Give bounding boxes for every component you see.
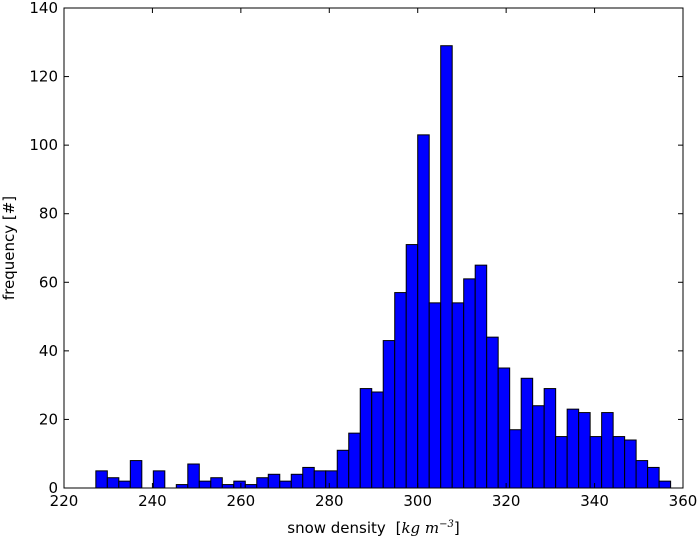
y-tick-label: 80	[39, 205, 58, 223]
histogram-bar	[313, 470, 327, 489]
histogram-bar	[129, 460, 143, 489]
histogram-bar	[555, 436, 568, 489]
histogram-bar	[95, 470, 108, 489]
histogram-bar	[566, 408, 580, 489]
histogram-bar	[486, 336, 499, 489]
histogram-bar	[279, 480, 292, 489]
histogram-bar	[647, 466, 660, 489]
x-tick-label: 360	[669, 492, 697, 510]
histogram-bar	[405, 244, 419, 489]
histogram-bar	[233, 480, 246, 489]
plot-frame	[63, 7, 684, 489]
histogram-bar	[371, 391, 384, 489]
histogram-bar	[589, 436, 603, 489]
histogram-bar	[658, 480, 672, 489]
histogram-bar	[428, 302, 442, 489]
y-tick-label: 60	[39, 273, 58, 291]
x-tick-labels: 220 240 260 280 300 320 340 360	[50, 492, 697, 510]
histogram-bar	[302, 466, 315, 489]
x-tick-label: 340	[580, 492, 609, 510]
histogram-bar	[382, 340, 396, 489]
histogram-bar	[187, 463, 200, 489]
histogram-bar	[440, 45, 453, 489]
histogram-bar	[624, 439, 637, 489]
x-tick-label: 240	[138, 492, 167, 510]
histogram-bar	[417, 134, 430, 489]
histogram-bar	[152, 470, 166, 489]
histogram-bar	[198, 480, 212, 489]
histogram-bar	[532, 405, 545, 489]
histogram-bar	[210, 477, 223, 489]
histogram-bar	[175, 484, 189, 489]
x-axis-label: snow density [kg m−3]	[287, 519, 459, 537]
y-tick-label: 0	[48, 479, 58, 497]
histogram-bar	[336, 449, 350, 489]
histogram-bar	[451, 302, 465, 489]
histogram-bar	[394, 292, 407, 489]
axis-ticks	[63, 7, 684, 489]
histogram-bar	[601, 412, 614, 489]
histogram-bar	[520, 377, 534, 489]
y-tick-labels: 0 20 40 60 80 100 120 140	[29, 0, 58, 497]
histogram-bar	[635, 460, 649, 489]
x-tick-label: 320	[492, 492, 521, 510]
histogram-bar	[497, 367, 511, 489]
y-axis-label: frequency [#]	[0, 196, 18, 300]
histogram-bar	[463, 278, 476, 489]
histogram-bar	[612, 436, 626, 489]
histogram-bar	[221, 484, 235, 489]
histogram-bar	[290, 473, 304, 489]
histogram-bar	[348, 432, 361, 489]
y-tick-label: 20	[39, 410, 58, 428]
x-tick-label: 280	[315, 492, 344, 510]
x-tick-label: 220	[50, 492, 79, 510]
histogram-bar	[267, 473, 281, 489]
histogram-bar	[325, 470, 338, 489]
histogram-bar	[474, 264, 488, 489]
histogram-bar	[509, 429, 522, 489]
histogram-bar	[359, 388, 373, 489]
histogram-bar	[118, 480, 131, 489]
histogram-bar	[106, 477, 120, 489]
y-tick-label: 120	[29, 68, 58, 86]
histogram-bar	[256, 477, 269, 489]
y-tick-label: 100	[29, 136, 58, 154]
y-tick-label: 40	[39, 342, 58, 360]
y-tick-label: 140	[29, 0, 58, 17]
histogram-bar	[543, 388, 557, 489]
histogram-bar	[578, 412, 591, 489]
x-tick-label: 260	[227, 492, 256, 510]
x-tick-label: 300	[403, 492, 432, 510]
histogram-bars	[95, 45, 672, 489]
histogram-bar	[244, 484, 258, 489]
